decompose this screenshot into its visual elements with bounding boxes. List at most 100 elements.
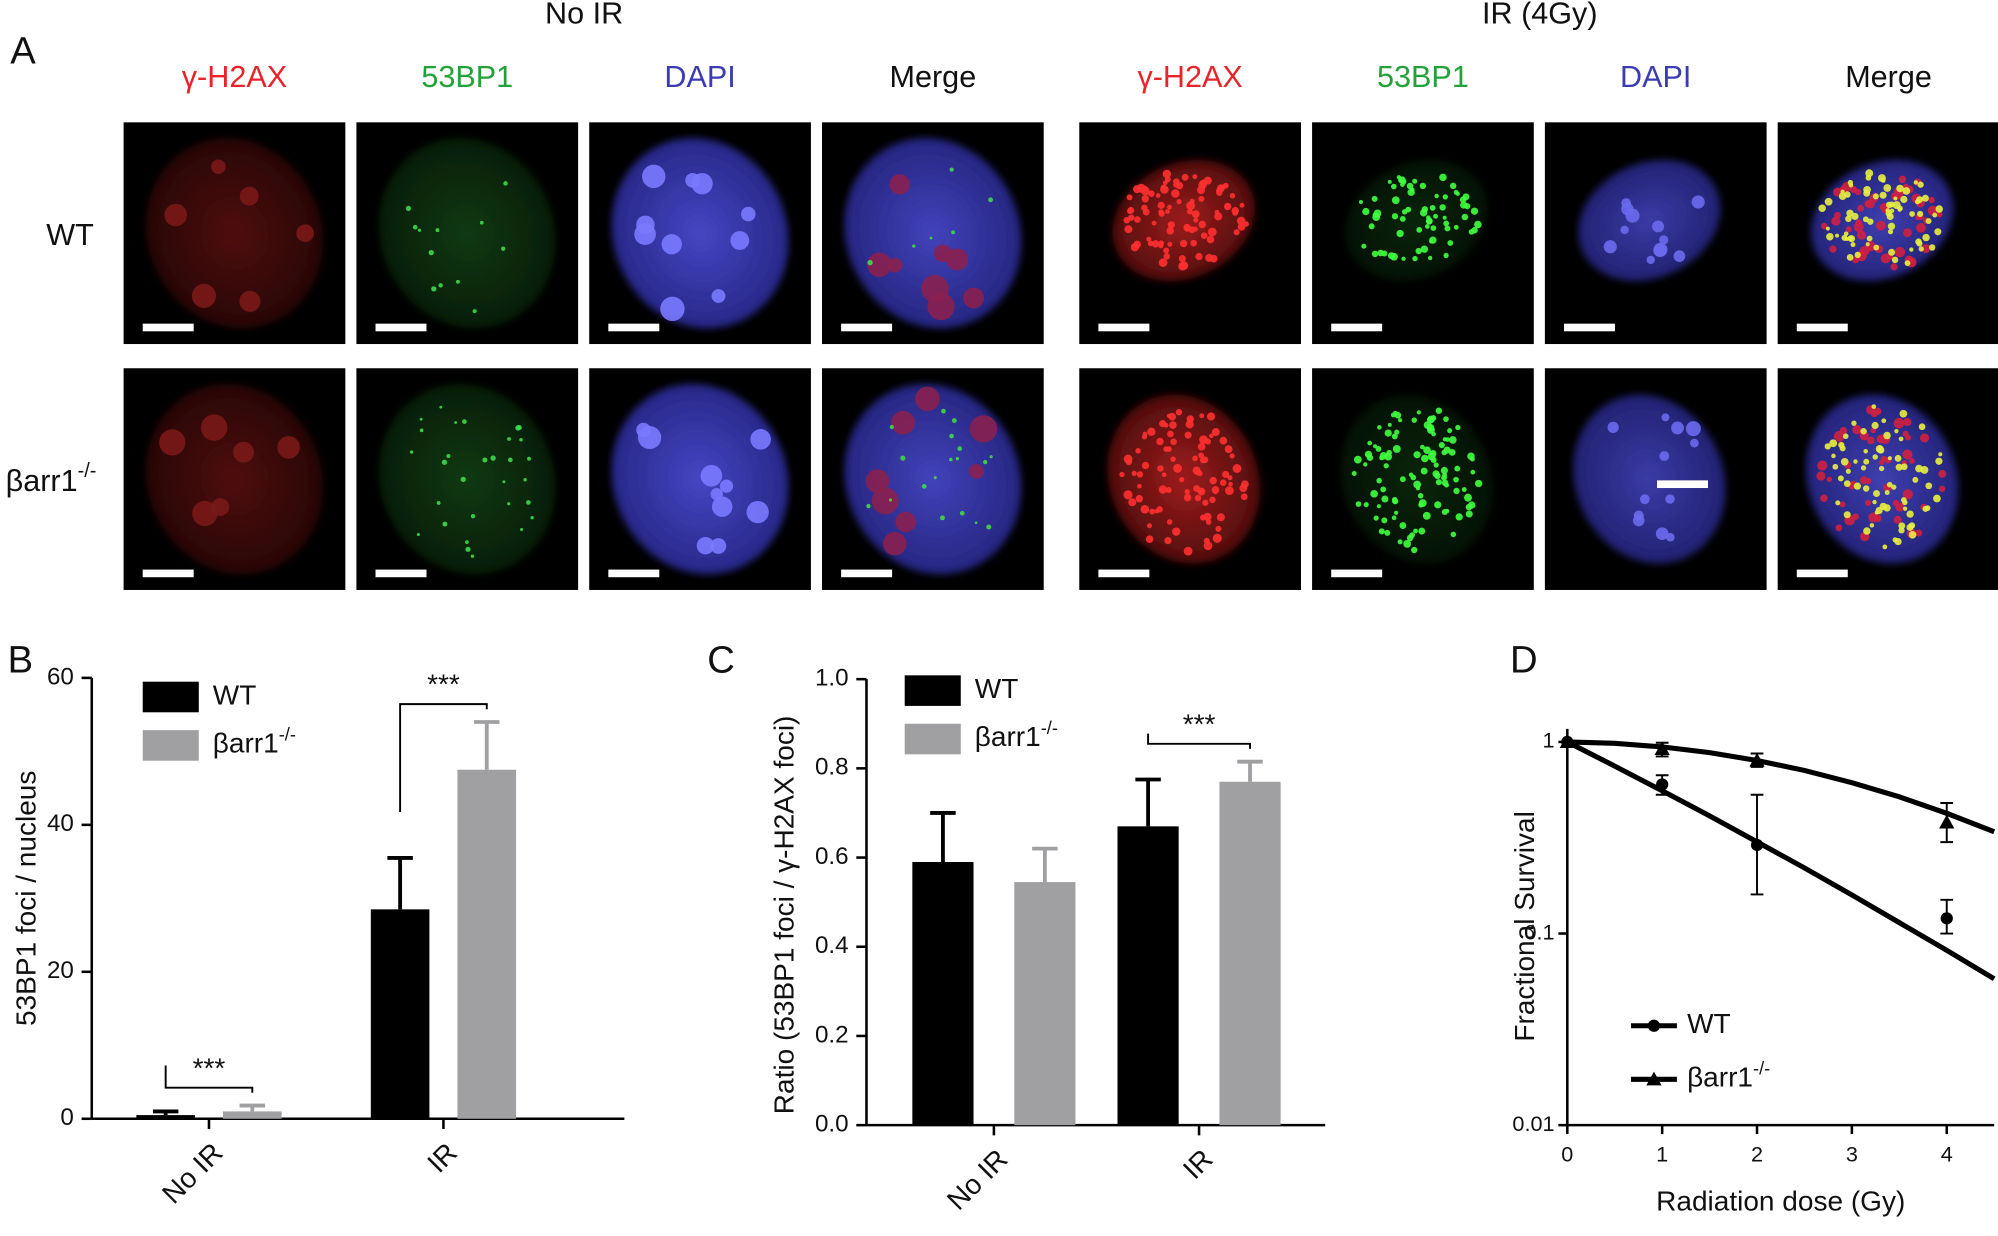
- micrograph: [589, 122, 811, 345]
- focus: [889, 424, 894, 430]
- focus: [502, 480, 506, 484]
- focus: [1408, 472, 1414, 478]
- focus: [1873, 490, 1880, 497]
- focus: [1393, 410, 1398, 415]
- focus: [1862, 485, 1870, 492]
- focus: [1900, 463, 1908, 471]
- focus: [1829, 245, 1837, 253]
- focus: [1420, 444, 1425, 450]
- focus: [1233, 229, 1240, 236]
- focus: [921, 484, 927, 489]
- focus: [1147, 427, 1156, 436]
- y-tick-label: 40: [47, 810, 74, 837]
- focus: [988, 197, 993, 203]
- focus: [1173, 463, 1182, 473]
- micrograph: [1312, 122, 1534, 345]
- focus: [711, 496, 733, 517]
- micrograph: [1079, 368, 1301, 590]
- scale-bar: [142, 569, 194, 578]
- focus: [1176, 199, 1182, 205]
- scale-bar: [1098, 569, 1150, 578]
- error-bar: [239, 1103, 266, 1112]
- focus: [1908, 457, 1915, 464]
- focus: [1465, 510, 1473, 518]
- micrograph: [1079, 122, 1301, 345]
- error-bar: [1237, 759, 1263, 782]
- focus: [1671, 421, 1684, 435]
- focus: [1835, 524, 1843, 532]
- focus: [1936, 211, 1943, 218]
- focus: [1384, 453, 1393, 461]
- focus: [1163, 253, 1171, 260]
- focus: [1167, 221, 1175, 229]
- focus: [1887, 229, 1894, 235]
- focus: [507, 457, 513, 463]
- focus: [1831, 453, 1836, 459]
- focus: [1874, 514, 1882, 522]
- focus: [1394, 510, 1399, 515]
- focus: [1193, 217, 1199, 223]
- focus: [1184, 489, 1190, 495]
- focus: [1646, 255, 1655, 265]
- focus: [941, 408, 946, 414]
- focus: [1448, 436, 1457, 444]
- focus: [1219, 436, 1228, 445]
- focus: [1406, 534, 1414, 542]
- focus: [1851, 420, 1857, 426]
- focus: [1863, 527, 1871, 535]
- focus: [1935, 457, 1943, 465]
- focus: [1826, 232, 1834, 241]
- significance-label: ***: [427, 669, 460, 700]
- focus: [1833, 431, 1845, 442]
- focus: [1384, 529, 1391, 536]
- focus: [1415, 486, 1421, 491]
- focus: [1659, 451, 1670, 461]
- fit-curve: [1567, 739, 1996, 835]
- focus: [1824, 443, 1831, 450]
- nucleus: [378, 138, 556, 329]
- y-tick-label: 0: [60, 1104, 73, 1131]
- focus: [1211, 486, 1220, 494]
- focus: [1874, 407, 1882, 415]
- focus: [1151, 240, 1160, 248]
- focus: [1447, 240, 1454, 246]
- focus: [1935, 205, 1943, 213]
- nucleus: [145, 384, 324, 575]
- scale-bar: [375, 323, 427, 332]
- focus: [1195, 252, 1203, 261]
- focus: [1391, 196, 1400, 205]
- focus: [939, 515, 945, 521]
- legend-label: βarr1-/-: [213, 724, 296, 759]
- micrograph: [589, 368, 811, 590]
- focus: [1906, 510, 1914, 518]
- focus: [871, 487, 899, 515]
- focus: [1184, 431, 1192, 439]
- focus: [441, 459, 448, 465]
- focus: [1185, 420, 1194, 429]
- scale-bar: [1657, 480, 1708, 489]
- micrograph: [123, 122, 346, 345]
- focus: [431, 286, 437, 292]
- focus: [1903, 417, 1912, 427]
- focus: [1891, 484, 1897, 490]
- focus: [520, 527, 524, 532]
- legend-label: βarr1-/-: [1687, 1058, 1770, 1093]
- focus: [239, 186, 259, 206]
- focus: [1237, 223, 1246, 231]
- focus: [1665, 494, 1675, 504]
- focus: [472, 309, 477, 314]
- focus: [1178, 255, 1186, 263]
- channel-label: 53BP1: [421, 60, 513, 94]
- focus: [1441, 474, 1447, 481]
- nucleus: [844, 138, 1022, 329]
- focus: [462, 419, 467, 424]
- focus: [1916, 222, 1926, 233]
- x-axis-label: Radiation dose (Gy): [1656, 1185, 1905, 1216]
- focus: [1222, 470, 1230, 479]
- focus: [1423, 421, 1432, 430]
- focus: [1898, 175, 1907, 184]
- focus: [1873, 244, 1880, 251]
- focus: [501, 246, 506, 251]
- focus: [1179, 477, 1185, 483]
- focus: [1455, 424, 1461, 431]
